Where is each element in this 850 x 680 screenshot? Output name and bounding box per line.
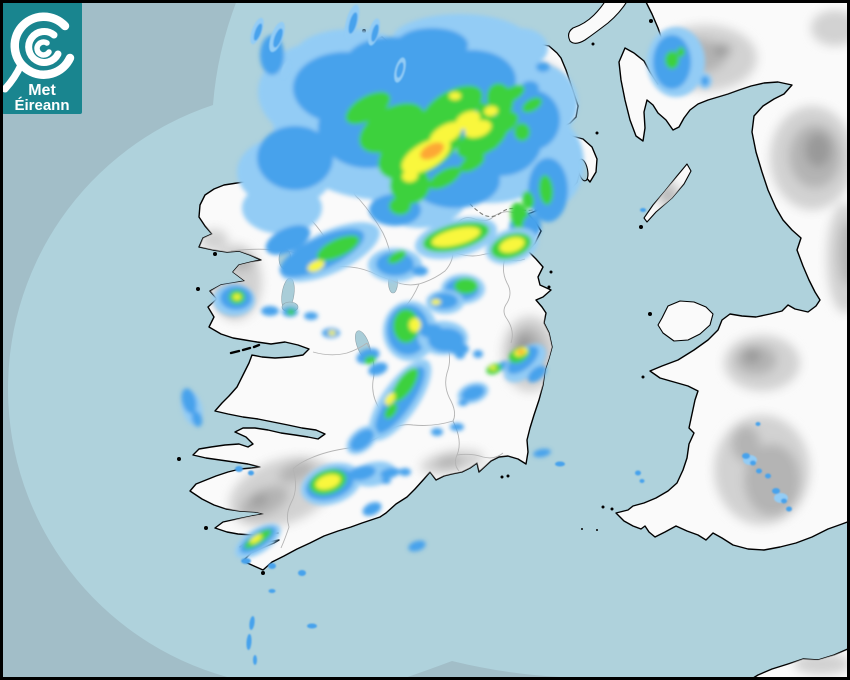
logo-text-met: Met (28, 82, 56, 99)
logo-text-eireann: Éireann (14, 97, 69, 114)
met-eireann-logo: Met Éireann (1, 2, 82, 114)
precipitation-layer (181, 14, 712, 559)
drizzle-specks (235, 4, 792, 665)
radar-coverage-boundary (0, 0, 560, 680)
spiral-icon (1, 12, 75, 93)
